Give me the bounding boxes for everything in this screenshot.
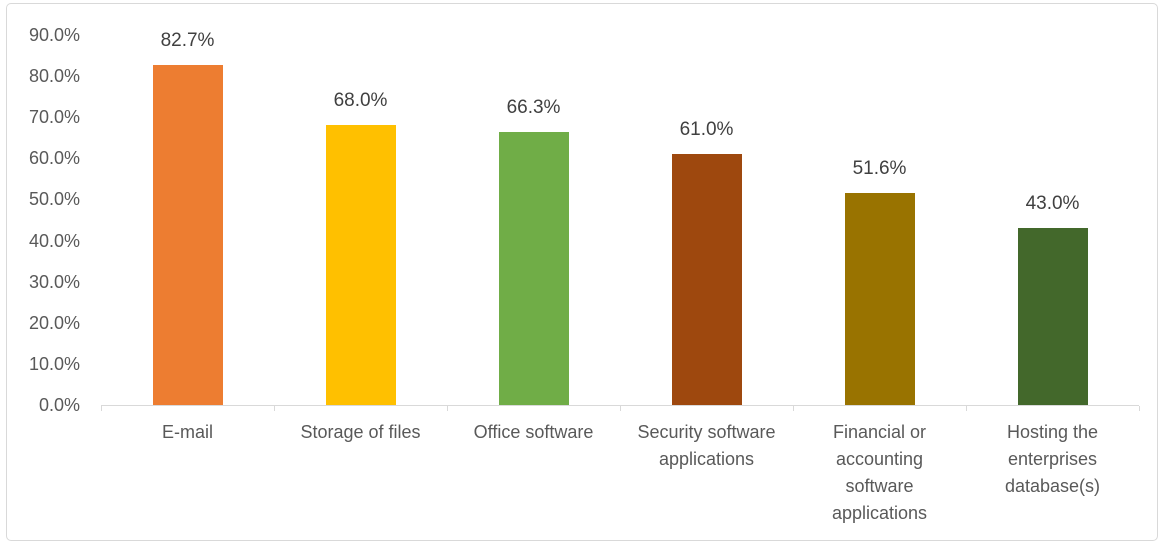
y-axis-tick-label: 10.0%	[28, 353, 80, 374]
data-label: 68.0%	[333, 90, 388, 112]
bar-storage-of-files	[325, 125, 396, 405]
data-label: 51.6%	[852, 157, 907, 179]
x-category-label: Hosting the enterprises database(s)	[1004, 422, 1101, 496]
x-axis-tick	[620, 406, 621, 411]
x-category-label: E-mail	[161, 422, 213, 442]
x-category-label: Security software applications	[637, 422, 776, 469]
bar-financial-or-accounting-software-applications	[844, 192, 915, 405]
x-axis-tick	[101, 406, 102, 411]
y-axis-tick-label: 60.0%	[28, 148, 80, 169]
x-axis-tick	[1139, 406, 1140, 411]
y-axis-tick-label: 50.0%	[28, 189, 80, 210]
x-axis-tick	[966, 406, 967, 411]
bar-e-mail	[152, 65, 223, 405]
x-category-label: Financial or accounting software applica…	[831, 422, 928, 523]
bar-hosting-the-enterprises-database-s	[1017, 228, 1088, 405]
data-label: 61.0%	[679, 119, 734, 141]
data-label: 82.7%	[160, 30, 215, 51]
y-axis-tick-label: 0.0%	[38, 395, 80, 415]
x-axis-line	[101, 405, 1139, 406]
data-label: 66.3%	[506, 97, 561, 119]
y-axis-tick-label: 90.0%	[28, 25, 80, 45]
y-axis-tick-label: 70.0%	[28, 107, 80, 128]
bar-security-software-applications	[671, 154, 742, 405]
y-axis-tick-label: 80.0%	[28, 66, 80, 87]
y-axis-tick-label: 30.0%	[28, 271, 80, 292]
x-axis-tick	[447, 406, 448, 411]
x-axis-tick	[793, 406, 794, 411]
data-label: 43.0%	[1025, 193, 1080, 215]
x-axis-tick	[274, 406, 275, 411]
x-category-label: Storage of files	[300, 422, 421, 442]
y-axis-tick-label: 40.0%	[28, 230, 80, 251]
bar-office-software	[498, 132, 569, 405]
y-axis-tick-label: 20.0%	[28, 312, 80, 333]
x-category-label: Office software	[473, 422, 594, 442]
